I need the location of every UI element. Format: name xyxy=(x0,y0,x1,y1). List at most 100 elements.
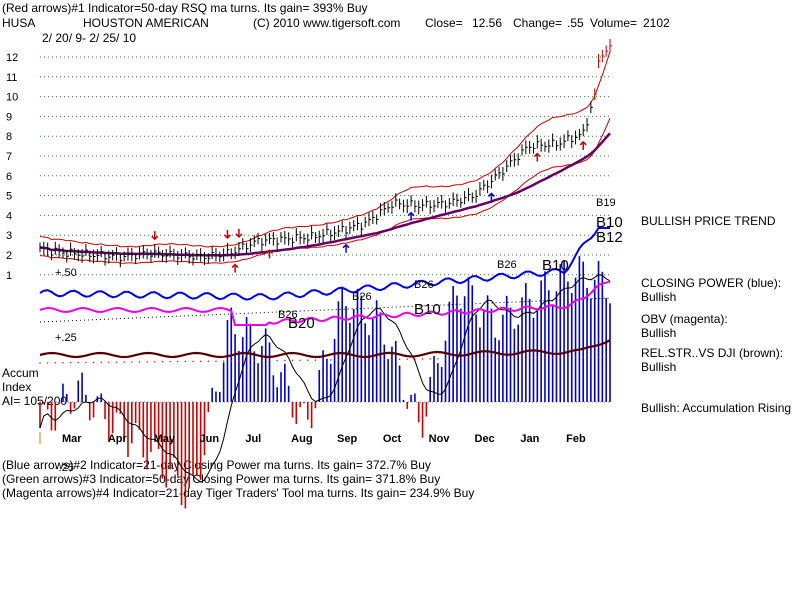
signal-label: B26 xyxy=(414,279,434,291)
relstr-dot xyxy=(100,361,102,364)
relstr-dot xyxy=(551,356,554,359)
signal-label: B10 xyxy=(596,214,623,231)
relstr-dot xyxy=(62,362,64,364)
relstr-dot xyxy=(307,359,309,361)
bullish-price-trend-label: BULLISH PRICE TREND xyxy=(641,214,776,228)
relstr-dot xyxy=(177,360,179,363)
signal-label: B26 xyxy=(497,259,517,271)
y-tick-label: 7 xyxy=(6,151,12,163)
signal-arrow-head xyxy=(407,211,415,217)
relstr-dot xyxy=(421,358,424,360)
relstr-label: REL.STR..VS DJI (brown): xyxy=(641,346,784,360)
relstr-dot xyxy=(521,357,523,359)
accum-tick-label: +.25 xyxy=(55,332,77,344)
relstr-dot xyxy=(567,356,569,359)
relstr-dot xyxy=(108,361,110,363)
accum-tick-label: -.25 xyxy=(55,462,74,474)
relstr-dot xyxy=(375,358,378,361)
relstr-dot xyxy=(429,358,431,360)
obv-state: Bullish xyxy=(641,326,677,340)
relstr-dot xyxy=(460,357,462,360)
relstr-dot xyxy=(437,358,439,360)
relstr-dot xyxy=(360,358,363,361)
signal-arrow-head xyxy=(223,234,231,239)
relstr-dot xyxy=(69,361,72,364)
signal-label: B26 xyxy=(278,309,298,321)
close-label: Close= xyxy=(425,16,463,30)
upper-band xyxy=(39,51,611,248)
relstr-dot xyxy=(337,359,340,361)
relstr-dot xyxy=(605,356,607,358)
month-label: Jun xyxy=(200,433,220,445)
relstr-dot xyxy=(238,360,240,362)
price-bars xyxy=(39,39,612,268)
y-tick-label: 6 xyxy=(6,171,12,183)
obv-label: OBV (magenta): xyxy=(641,312,728,326)
relstr-dot xyxy=(452,357,454,360)
y-tick-label: 9 xyxy=(6,111,12,123)
relstr-dot xyxy=(154,361,156,363)
date-range: 2/ 20/ 9- 2/ 25/ 10 xyxy=(42,31,137,45)
relstr-dot xyxy=(161,361,164,363)
relstr-dot xyxy=(146,361,148,363)
signal-arrow-head xyxy=(579,140,587,146)
relstr-dot xyxy=(391,358,393,361)
moving-average-line xyxy=(39,132,611,257)
signal-label: B10 xyxy=(542,257,569,274)
relstr-dot xyxy=(406,358,408,360)
y-tick-label: 12 xyxy=(6,52,18,64)
y-tick-label: 3 xyxy=(6,230,12,242)
month-label: Dec xyxy=(475,433,495,445)
signal-arrow-head xyxy=(231,263,239,269)
signal-label: B10 xyxy=(414,301,441,318)
footer-line-3: (Magenta arrows)#4 Indicator=21-day Tige… xyxy=(2,486,475,500)
relstr-dot xyxy=(85,361,87,364)
volume-label: Volume= xyxy=(590,16,638,30)
month-label: May xyxy=(154,433,176,445)
relstr-dot xyxy=(276,359,278,362)
y-tick-label: 10 xyxy=(6,92,18,104)
relstr-dot xyxy=(92,361,95,364)
relstr-dot xyxy=(582,356,584,359)
relstr-dot xyxy=(528,357,531,359)
month-label: Mar xyxy=(62,433,82,445)
month-label: Feb xyxy=(566,433,586,445)
relstr-dot xyxy=(268,359,271,362)
change-label: Change= xyxy=(513,16,563,30)
relstr-dot xyxy=(398,358,401,360)
price-gridlines xyxy=(40,56,610,276)
accumulation-rising-label: Bullish: Accumulation Rising xyxy=(641,401,792,415)
y-tick-label: 2 xyxy=(6,250,12,262)
relstr-dot xyxy=(291,359,294,362)
relstr-dot xyxy=(314,359,317,361)
month-label: Jan xyxy=(520,433,539,445)
copyright: (C) 2010 www.tigersoft.com xyxy=(253,16,401,30)
close-value: 12.56 xyxy=(472,16,503,30)
y-tick-label: 5 xyxy=(6,191,12,203)
signal-arrow-head xyxy=(235,233,243,239)
relstr-dot xyxy=(215,360,217,362)
relstr-dot xyxy=(490,357,493,359)
company-name: HOUSTON AMERICAN xyxy=(83,16,209,30)
relstr-dot xyxy=(536,357,539,359)
relstr-dot xyxy=(475,357,477,360)
relstr-dot xyxy=(559,356,561,359)
accum-tick-label: +.50 xyxy=(55,267,77,279)
relstr-dot xyxy=(544,357,546,359)
signal-arrow-head xyxy=(533,152,541,158)
signal-arrow-head xyxy=(151,235,159,241)
month-label: Apr xyxy=(108,433,128,445)
relstr-dot xyxy=(199,360,202,363)
y-tick-label: 11 xyxy=(6,72,17,84)
y-tick-label: 1 xyxy=(6,270,12,282)
footer-line-1: (Blue arrows)#2 Indicator=21-day Closing… xyxy=(2,458,431,472)
relstr-dot xyxy=(192,360,194,363)
relstr-dot xyxy=(230,360,232,362)
signal-arrow-head xyxy=(487,192,495,197)
relstr-dot xyxy=(368,358,370,361)
accum-ai-value: AI= 105/200 xyxy=(2,394,68,408)
lower-band xyxy=(39,117,611,265)
relstr-dot xyxy=(184,360,187,363)
